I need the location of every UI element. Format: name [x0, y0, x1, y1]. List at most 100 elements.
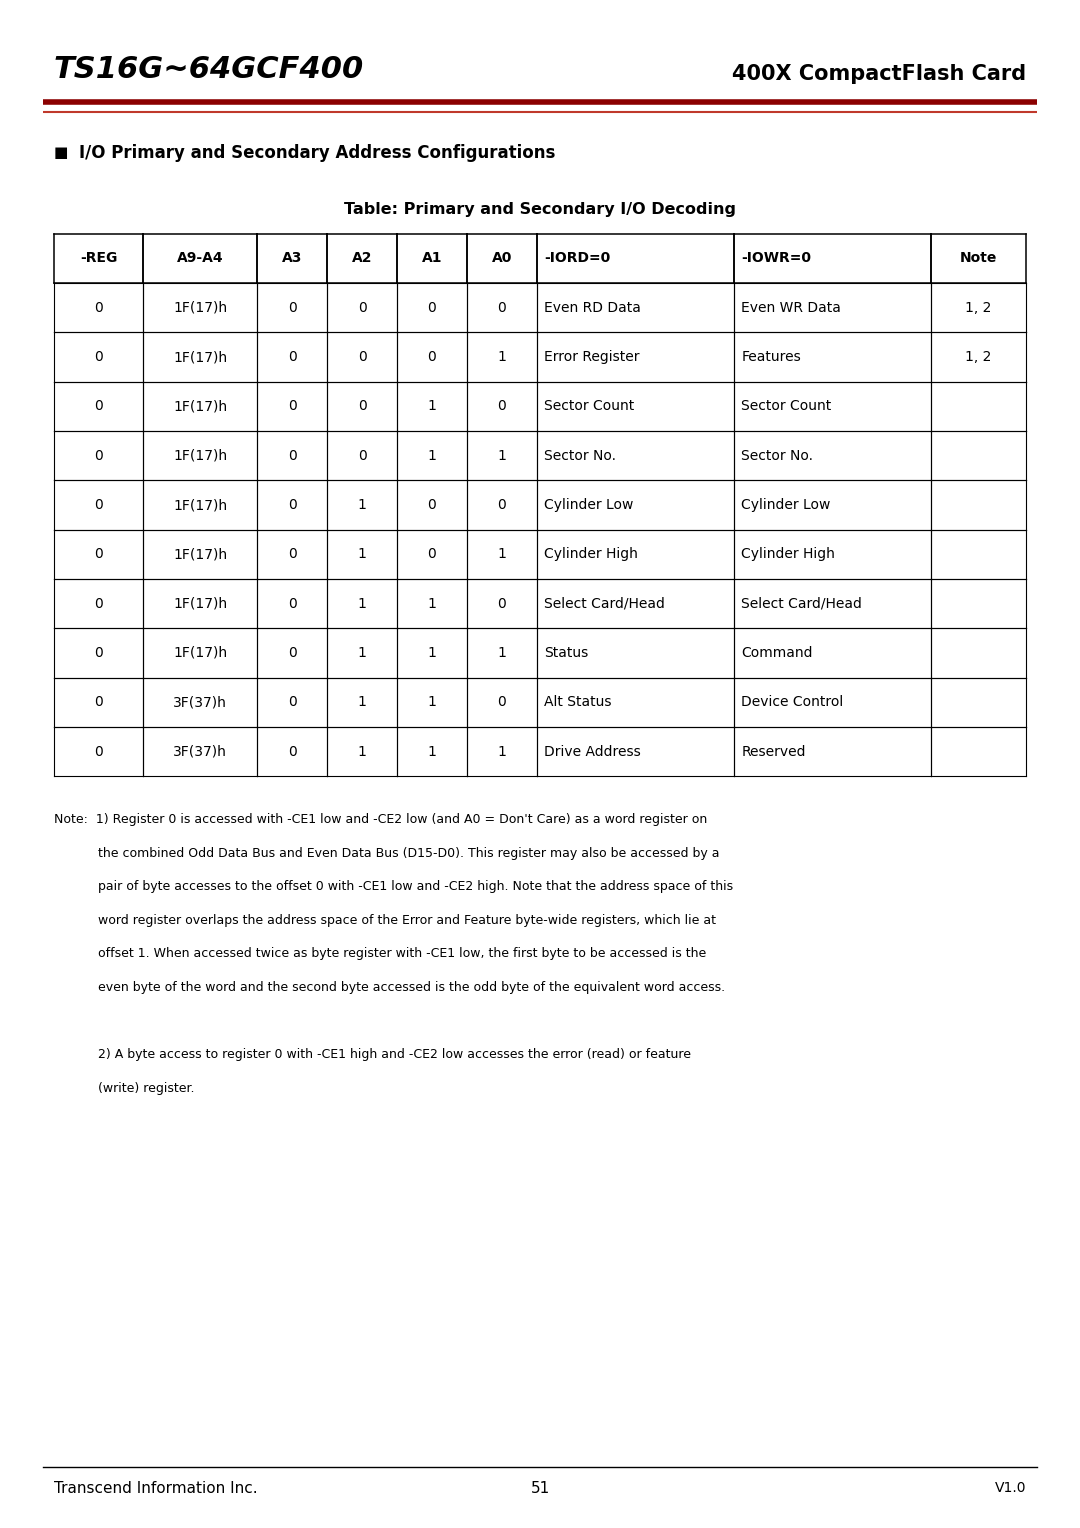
Text: 0: 0	[498, 695, 507, 709]
Text: 1: 1	[498, 350, 507, 364]
Text: A3: A3	[282, 252, 302, 266]
Text: A1: A1	[422, 252, 442, 266]
Text: Reserved: Reserved	[741, 744, 806, 758]
Text: Select Card/Head: Select Card/Head	[741, 596, 862, 611]
Text: pair of byte accesses to the offset 0 with -CE1 low and -CE2 high. Note that the: pair of byte accesses to the offset 0 wi…	[54, 880, 733, 894]
Text: 0: 0	[288, 547, 297, 561]
Text: 0: 0	[288, 695, 297, 709]
Text: 1F(17)h: 1F(17)h	[173, 449, 227, 463]
Text: 0: 0	[94, 596, 103, 611]
Text: 1F(17)h: 1F(17)h	[173, 498, 227, 512]
Text: 1, 2: 1, 2	[966, 350, 991, 364]
Text: 0: 0	[498, 301, 507, 315]
Text: 0: 0	[428, 498, 436, 512]
Text: 0: 0	[288, 596, 297, 611]
Text: 0: 0	[94, 301, 103, 315]
Text: 0: 0	[428, 301, 436, 315]
Text: 0: 0	[288, 498, 297, 512]
Text: 2) A byte access to register 0 with -CE1 high and -CE2 low accesses the error (r: 2) A byte access to register 0 with -CE1…	[54, 1048, 691, 1062]
Text: Sector No.: Sector No.	[544, 449, 617, 463]
Text: 1F(17)h: 1F(17)h	[173, 350, 227, 364]
Text: offset 1. When accessed twice as byte register with -CE1 low, the first byte to : offset 1. When accessed twice as byte re…	[54, 947, 706, 961]
Text: Status: Status	[544, 646, 589, 660]
Text: 3F(37)h: 3F(37)h	[173, 695, 227, 709]
Text: ■: ■	[54, 145, 68, 160]
Text: A9-A4: A9-A4	[177, 252, 224, 266]
Text: word register overlaps the address space of the Error and Feature byte-wide regi: word register overlaps the address space…	[54, 914, 716, 927]
Text: Even RD Data: Even RD Data	[544, 301, 642, 315]
Text: 1: 1	[357, 596, 366, 611]
Text: 0: 0	[288, 399, 297, 414]
Text: I/O Primary and Secondary Address Configurations: I/O Primary and Secondary Address Config…	[79, 144, 555, 162]
Text: 1: 1	[428, 399, 436, 414]
Text: 0: 0	[498, 596, 507, 611]
Text: 0: 0	[498, 399, 507, 414]
Text: 0: 0	[94, 744, 103, 758]
Text: Cylinder Low: Cylinder Low	[741, 498, 831, 512]
Text: 400X CompactFlash Card: 400X CompactFlash Card	[732, 64, 1026, 84]
Text: Select Card/Head: Select Card/Head	[544, 596, 665, 611]
Text: -IOWR=0: -IOWR=0	[741, 252, 811, 266]
Text: 0: 0	[357, 301, 366, 315]
Text: even byte of the word and the second byte accessed is the odd byte of the equiva: even byte of the word and the second byt…	[54, 981, 725, 995]
Text: Transcend Information Inc.: Transcend Information Inc.	[54, 1481, 258, 1496]
Text: 1: 1	[498, 449, 507, 463]
Text: Command: Command	[741, 646, 813, 660]
Text: 1: 1	[498, 744, 507, 758]
Text: 1: 1	[357, 695, 366, 709]
Text: -IORD=0: -IORD=0	[544, 252, 610, 266]
Text: 1F(17)h: 1F(17)h	[173, 547, 227, 561]
Text: 0: 0	[94, 646, 103, 660]
Text: 0: 0	[428, 350, 436, 364]
Text: -REG: -REG	[80, 252, 117, 266]
Text: 1F(17)h: 1F(17)h	[173, 399, 227, 414]
Text: 0: 0	[94, 449, 103, 463]
Text: 0: 0	[288, 744, 297, 758]
Text: 1, 2: 1, 2	[966, 301, 991, 315]
Text: 0: 0	[288, 301, 297, 315]
Text: 1: 1	[428, 744, 436, 758]
Text: 0: 0	[94, 547, 103, 561]
Text: Alt Status: Alt Status	[544, 695, 612, 709]
Text: 0: 0	[94, 498, 103, 512]
Text: 0: 0	[498, 498, 507, 512]
Text: Even WR Data: Even WR Data	[741, 301, 841, 315]
Text: 0: 0	[428, 547, 436, 561]
Text: 0: 0	[94, 350, 103, 364]
Text: 0: 0	[357, 399, 366, 414]
Text: Device Control: Device Control	[741, 695, 843, 709]
Text: 0: 0	[288, 350, 297, 364]
Text: 1: 1	[428, 695, 436, 709]
Text: TS16G~64GCF400: TS16G~64GCF400	[54, 55, 364, 84]
Text: 1: 1	[357, 547, 366, 561]
Text: A0: A0	[491, 252, 512, 266]
Text: 51: 51	[530, 1481, 550, 1496]
Text: 1: 1	[357, 646, 366, 660]
Text: 0: 0	[357, 350, 366, 364]
Text: 1: 1	[428, 646, 436, 660]
Text: 0: 0	[288, 646, 297, 660]
Text: Cylinder High: Cylinder High	[741, 547, 835, 561]
Text: 0: 0	[94, 399, 103, 414]
Text: Sector No.: Sector No.	[741, 449, 813, 463]
Text: V1.0: V1.0	[995, 1481, 1026, 1496]
Text: Cylinder Low: Cylinder Low	[544, 498, 634, 512]
Text: 1: 1	[498, 646, 507, 660]
Text: 1: 1	[498, 547, 507, 561]
Text: 0: 0	[288, 449, 297, 463]
Text: Error Register: Error Register	[544, 350, 639, 364]
Text: Note:  1) Register 0 is accessed with -CE1 low and -CE2 low (and A0 = Don't Care: Note: 1) Register 0 is accessed with -CE…	[54, 813, 707, 827]
Text: Sector Count: Sector Count	[544, 399, 635, 414]
Text: 0: 0	[357, 449, 366, 463]
Text: Note: Note	[960, 252, 997, 266]
Text: 1: 1	[357, 744, 366, 758]
Text: 1: 1	[428, 449, 436, 463]
Text: 1F(17)h: 1F(17)h	[173, 596, 227, 611]
Text: Drive Address: Drive Address	[544, 744, 642, 758]
Text: the combined Odd Data Bus and Even Data Bus (D15-D0). This register may also be : the combined Odd Data Bus and Even Data …	[54, 847, 719, 860]
Text: 1: 1	[357, 498, 366, 512]
Text: 1: 1	[428, 596, 436, 611]
Text: Sector Count: Sector Count	[741, 399, 832, 414]
Text: Features: Features	[741, 350, 801, 364]
Text: 1F(17)h: 1F(17)h	[173, 301, 227, 315]
